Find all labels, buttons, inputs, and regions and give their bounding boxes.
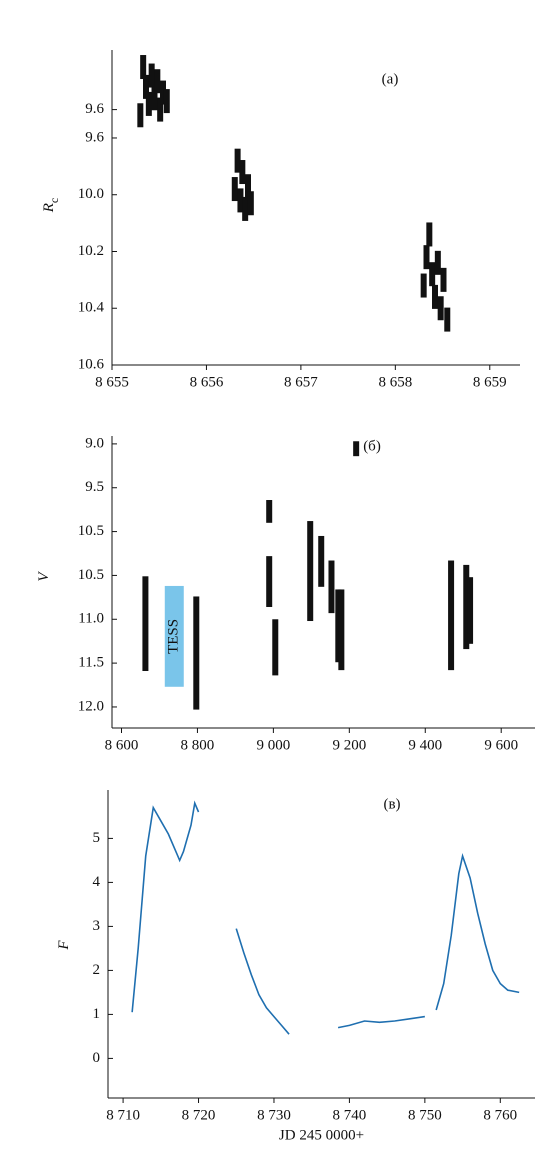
point [237,188,244,213]
point [245,174,251,199]
panel-annotation: (в) [383,796,400,812]
y-tick-label: 1 [93,1006,101,1022]
x-tick-label: 8 658 [378,374,412,390]
point [160,80,166,105]
point [145,91,152,116]
light-curve [337,1015,425,1029]
y-axis-label: F [56,940,72,951]
point [242,196,249,221]
y-axis-label: V [36,571,52,582]
y-tick-label: 4 [93,874,101,890]
y-tick-label: 10.5 [78,567,104,583]
y-tick-label: 5 [93,830,101,846]
range-bar [307,521,314,622]
y-axis-label-main: V [36,571,52,582]
point [423,245,430,270]
light-curve [435,853,520,1011]
range-bar [353,441,360,457]
y-tick-label: 9.6 [85,101,104,117]
light-curve [131,800,200,1013]
range-bar [467,577,474,644]
x-tick-label: 8 760 [483,1107,517,1123]
y-tick-label: 10.5 [78,523,104,539]
point [151,86,158,111]
point [434,250,441,275]
y-axis-label-main: R [41,203,57,213]
y-tick-label: 10.4 [78,300,105,316]
tess-label: TESS [166,619,182,654]
point [420,273,427,298]
x-tick-label: 8 800 [181,737,215,753]
point [239,160,246,185]
x-tick-label: 8 740 [333,1107,367,1123]
point [440,267,447,292]
range-bar [193,596,200,710]
range-bar [338,589,345,671]
range-bar [448,560,455,671]
x-tick-label: 9 400 [408,737,442,753]
range-bar [266,556,273,607]
point [140,55,147,80]
point [234,148,241,173]
range-bar [335,589,342,663]
point [231,177,238,202]
point [426,222,433,247]
range-bar [272,619,279,676]
point [143,74,149,99]
x-tick-label: 8 657 [284,374,318,390]
y-tick-label: 3 [93,918,101,934]
y-tick-label: 10.2 [78,243,104,259]
y-tick-label: 10.0 [78,186,104,202]
x-tick-label: 9 600 [484,737,518,753]
y-axis-label-main: F [56,940,72,951]
x-tick-label: 8 659 [473,374,507,390]
y-axis-label: Rc [41,198,60,214]
x-tick-label: 8 750 [408,1107,442,1123]
tess-span [164,585,184,687]
x-tick-label: 8 710 [106,1107,140,1123]
y-tick-label: 9.5 [85,479,104,495]
point [247,191,254,216]
point [163,89,170,114]
y-tick-label: 10.6 [78,356,105,372]
panel-annotation: (б) [363,438,381,454]
x-tick-label: 8 600 [105,737,139,753]
point [432,284,438,309]
x-tick-label: 8 730 [257,1107,291,1123]
y-tick-label: 9.6 [85,129,104,145]
range-bar [266,500,273,523]
point [154,69,161,94]
x-tick-label: 8 655 [95,374,129,390]
y-tick-label: 11.0 [78,611,104,627]
range-bar [463,564,470,650]
light-curve [235,928,290,1035]
point [148,63,155,88]
panel-annotation: (a) [382,71,399,87]
point [444,307,451,332]
range-bar [142,576,149,672]
x-tick-label: 8 656 [190,374,224,390]
x-tick-label: 8 720 [182,1107,216,1123]
point [429,262,436,287]
x-axis-label: JD 245 0000+ [279,1127,364,1143]
x-tick-label: 9 000 [257,737,291,753]
y-tick-label: 0 [93,1050,101,1066]
y-tick-label: 9.0 [85,435,104,451]
range-bar [328,560,335,614]
point [157,97,164,122]
x-tick-label: 9 200 [332,737,366,753]
y-tick-label: 12.0 [78,698,104,714]
point [137,103,144,128]
y-axis-label-sub: c [47,198,61,203]
y-tick-label: 2 [93,962,101,978]
y-tick-label: 11.5 [78,655,104,671]
point [437,296,444,321]
range-bar [318,535,325,587]
